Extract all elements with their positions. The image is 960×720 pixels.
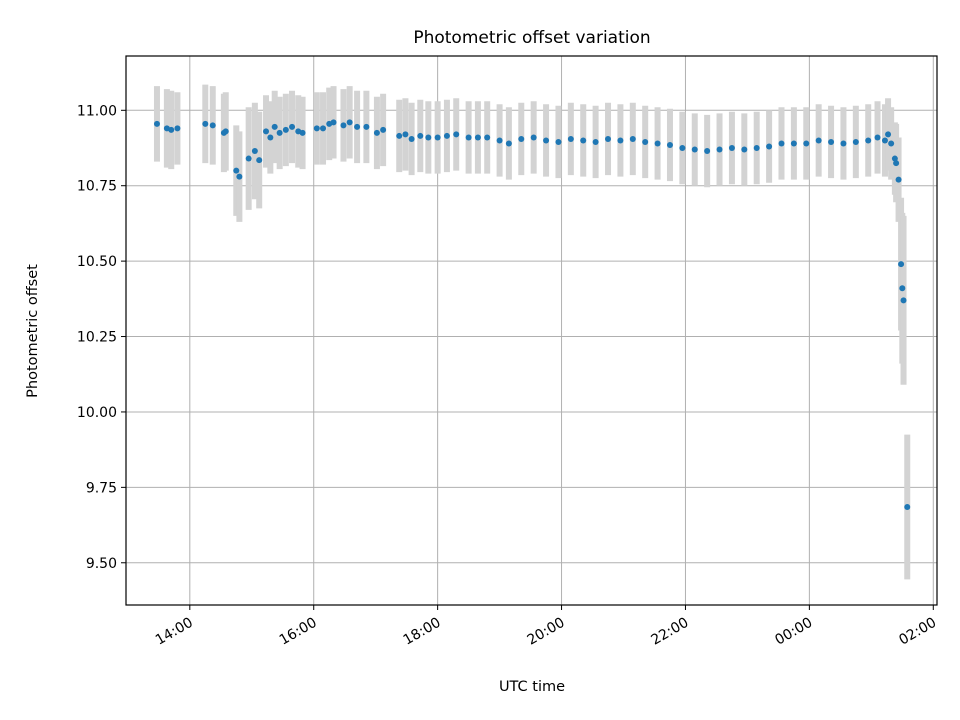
- data-point: [895, 176, 902, 183]
- data-point: [790, 140, 797, 147]
- data-point: [899, 285, 906, 292]
- data-point: [874, 134, 881, 141]
- data-point: [282, 126, 289, 133]
- data-point: [443, 132, 450, 139]
- data-point: [881, 137, 888, 144]
- data-point: [251, 148, 258, 155]
- data-point: [642, 138, 649, 145]
- data-point: [222, 128, 229, 135]
- data-points: [153, 119, 911, 510]
- data-point: [898, 261, 905, 268]
- data-point: [543, 137, 550, 144]
- data-point: [396, 132, 403, 139]
- y-axis-label: Photometric offset: [25, 264, 41, 398]
- data-point: [605, 135, 612, 142]
- data-point: [704, 148, 711, 155]
- data-point: [346, 119, 353, 126]
- data-point: [753, 145, 760, 152]
- data-point: [276, 129, 283, 136]
- y-tick-label: 10.50: [77, 254, 117, 270]
- data-point: [263, 128, 270, 135]
- data-point: [289, 123, 296, 130]
- data-point: [417, 132, 424, 139]
- data-point: [904, 503, 911, 510]
- data-point: [496, 137, 503, 144]
- y-tick-label: 10.75: [77, 179, 117, 195]
- data-point: [888, 140, 895, 147]
- data-point: [474, 134, 481, 141]
- data-point: [153, 120, 160, 127]
- data-point: [245, 155, 252, 162]
- data-point: [320, 125, 327, 132]
- data-point: [716, 146, 723, 153]
- data-point: [828, 138, 835, 145]
- data-point: [840, 140, 847, 147]
- data-point: [425, 134, 432, 141]
- y-axis-ticks: 9.50 9.75 10.00 10.25 10.50 10.75 11.00: [77, 103, 126, 572]
- data-point: [380, 126, 387, 133]
- data-point: [256, 157, 263, 164]
- data-point: [666, 141, 673, 148]
- data-point: [484, 134, 491, 141]
- data-point: [900, 297, 907, 304]
- data-point: [891, 155, 898, 162]
- data-point: [530, 134, 537, 141]
- data-point: [402, 131, 409, 138]
- data-point: [580, 137, 587, 144]
- y-tick-label: 9.50: [86, 556, 117, 572]
- data-point: [885, 131, 892, 138]
- data-point: [654, 140, 661, 147]
- data-point: [363, 123, 370, 130]
- data-point: [728, 145, 735, 152]
- data-point: [815, 137, 822, 144]
- y-tick-label: 10.00: [77, 405, 117, 421]
- data-point: [691, 146, 698, 153]
- data-point: [168, 126, 175, 133]
- data-point: [865, 137, 872, 144]
- data-point: [340, 122, 347, 129]
- data-point: [465, 134, 472, 141]
- data-point: [233, 167, 240, 174]
- data-point: [518, 135, 525, 142]
- y-tick-label: 11.00: [77, 103, 117, 119]
- x-axis-label: UTC time: [499, 679, 565, 695]
- data-point: [330, 119, 337, 126]
- data-point: [354, 123, 361, 130]
- data-point: [803, 140, 810, 147]
- y-tick-label: 9.75: [86, 480, 117, 496]
- data-point: [741, 146, 748, 153]
- data-point: [893, 160, 900, 167]
- data-point: [299, 129, 306, 136]
- data-point: [766, 143, 773, 150]
- data-point: [852, 138, 859, 145]
- data-point: [313, 125, 320, 132]
- data-point: [567, 135, 574, 142]
- data-point: [408, 135, 415, 142]
- data-point: [271, 123, 278, 130]
- chart-title: Photometric offset variation: [413, 28, 650, 48]
- data-point: [209, 122, 216, 129]
- data-point: [267, 134, 274, 141]
- data-point: [373, 129, 380, 136]
- data-point: [617, 137, 624, 144]
- data-point: [629, 135, 636, 142]
- data-point: [453, 131, 460, 138]
- data-point: [505, 140, 512, 147]
- data-point: [679, 145, 686, 152]
- data-point: [174, 125, 181, 132]
- data-point: [236, 173, 243, 180]
- data-point: [778, 140, 785, 147]
- y-tick-label: 10.25: [77, 330, 117, 346]
- data-point: [202, 120, 209, 127]
- data-point: [434, 134, 441, 141]
- data-point: [555, 138, 562, 145]
- data-point: [592, 138, 599, 145]
- plot-frame: [125, 55, 938, 606]
